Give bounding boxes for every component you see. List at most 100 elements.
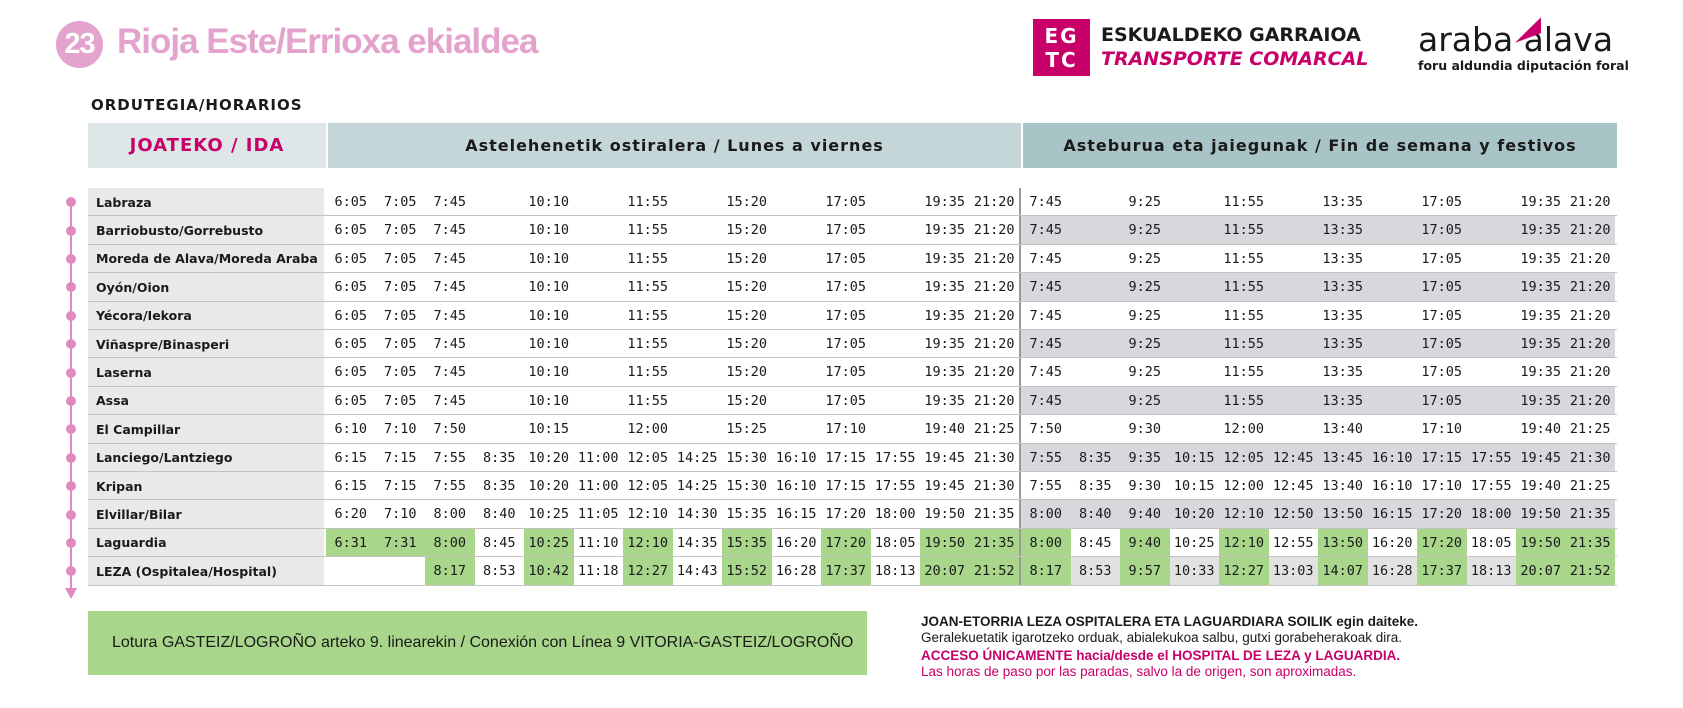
time-cell: 7:10 <box>383 506 417 523</box>
time-cell: 21:20 <box>1569 336 1611 352</box>
time-cell: 11:55 <box>627 250 669 267</box>
time-cell: 11:55 <box>1223 392 1265 409</box>
time-cell: 7:45 <box>1029 279 1062 296</box>
time-cell: 21:20 <box>973 279 1015 296</box>
row-divider <box>88 215 1617 217</box>
time-cell: 19:35 <box>924 250 966 267</box>
time-cell: 10:10 <box>528 222 570 239</box>
time-cell: 13:40 <box>1322 421 1364 438</box>
weekday-times: 6:05 7:05 7:45 10:10 11:55 15:20 17:05 19:35 21:… <box>326 358 1019 387</box>
direction-header: JOATEKO / IDA <box>88 123 326 168</box>
time-cell: 10:10 <box>528 194 570 210</box>
time-cell <box>1071 302 1121 330</box>
row-divider <box>88 385 1617 387</box>
time-cell: 11:55 <box>1223 279 1265 296</box>
time-cell: 6:05 <box>334 222 367 239</box>
time-cell <box>1467 415 1517 443</box>
time-cell: 20:07 <box>920 557 970 586</box>
time-cell: 17:05 <box>825 336 867 352</box>
time-cell: 17:05 <box>1421 194 1463 210</box>
stop-name: Assa <box>88 386 326 415</box>
timetable-row: El Campillar 6:10 7:10 7:50 10:15 12:00 15:25 1… <box>88 415 1617 444</box>
time-cell: 11:55 <box>627 279 669 296</box>
time-cell: 10:25 <box>1169 528 1219 557</box>
time-cell: 19:35 <box>1520 194 1562 210</box>
stop-dot-icon <box>66 481 76 492</box>
row-divider <box>88 357 1617 359</box>
time-cell: 17:05 <box>825 194 867 210</box>
weekday-times: 6:15 7:15 7:55 8:35 10:20 11:00 12:05 14:25 15:3… <box>326 472 1019 500</box>
time-cell: 13:35 <box>1322 392 1364 409</box>
time-cell: 13:45 <box>1322 449 1364 466</box>
time-cell: 12:05 <box>627 449 669 466</box>
time-cell <box>574 358 624 386</box>
time-cell: 13:35 <box>1322 194 1364 210</box>
time-cell <box>1467 273 1517 301</box>
time-cell: 19:35 <box>924 392 966 409</box>
time-cell <box>1467 188 1517 216</box>
time-cell: 7:50 <box>433 421 466 438</box>
time-cell: 7:05 <box>383 250 417 267</box>
time-cell: 12:05 <box>1223 449 1265 466</box>
row-divider <box>88 272 1617 274</box>
time-cell: 21:20 <box>973 392 1015 409</box>
row-divider <box>88 300 1617 302</box>
timetable-row: Barriobusto/Gorrebusto 6:05 7:05 7:45 10:10 1… <box>88 216 1617 245</box>
time-cell: 21:20 <box>1569 250 1611 267</box>
time-cell: 7:45 <box>433 194 466 210</box>
timetable-row: Lanciego/Lantziego 6:15 7:15 7:55 8:35 10:20 1… <box>88 443 1617 472</box>
time-cell: 21:35 <box>973 506 1015 523</box>
time-cell: 21:20 <box>1569 222 1611 239</box>
time-cell: 7:45 <box>433 279 466 296</box>
time-cell: 11:55 <box>1223 336 1265 352</box>
stop-dot-icon <box>66 282 76 293</box>
time-cell: 19:35 <box>1520 307 1562 324</box>
time-cell: 7:45 <box>433 222 466 239</box>
time-cell <box>1071 415 1121 443</box>
time-cell: 6:15 <box>334 478 367 494</box>
time-cell: 13:35 <box>1322 364 1364 381</box>
time-cell: 12:45 <box>1272 449 1314 466</box>
time-cell: 7:50 <box>1029 421 1062 438</box>
time-cell: 7:05 <box>383 222 417 239</box>
timetable-row: Oyón/Oion 6:05 7:05 7:45 10:10 11:55 15:20 17:0… <box>88 273 1617 302</box>
stop-name: Labraza <box>88 188 326 216</box>
time-cell <box>574 273 624 301</box>
time-cell <box>1170 330 1220 358</box>
time-cell: 11:55 <box>1223 364 1265 381</box>
time-cell: 18:00 <box>874 506 916 523</box>
time-cell: 8:40 <box>1078 506 1112 523</box>
time-cell <box>1269 330 1319 358</box>
time-cell: 12:45 <box>1272 478 1314 494</box>
time-cell: 21:20 <box>1569 279 1611 296</box>
time-cell: 21:20 <box>1569 364 1611 381</box>
stop-name: Kripan <box>88 472 326 500</box>
time-cell <box>772 188 822 216</box>
time-cell: 10:10 <box>528 336 570 352</box>
time-cell: 7:05 <box>383 279 417 296</box>
time-cell: 9:30 <box>1128 421 1161 438</box>
time-cell: 9:57 <box>1120 557 1170 586</box>
stop-dot-icon <box>66 509 76 520</box>
time-cell: 9:30 <box>1128 478 1161 494</box>
weekday-times: 6:05 7:05 7:45 10:10 11:55 15:20 17:05 19:35 21:… <box>326 386 1019 415</box>
weekend-times: 7:45 9:25 11:55 13:35 17:05 19:35 21:20 <box>1019 188 1615 216</box>
time-cell: 19:50 <box>1520 506 1562 523</box>
time-cell: 11:55 <box>627 364 669 381</box>
weekend-times: 7:45 9:25 11:55 13:35 17:05 19:35 21:20 <box>1019 216 1615 245</box>
egtc-title-es: TRANSPORTE COMARCAL <box>1101 48 1369 70</box>
time-cell <box>1467 358 1517 386</box>
time-cell: 6:05 <box>334 250 367 267</box>
row-divider <box>88 414 1617 416</box>
time-cell: 17:05 <box>825 279 867 296</box>
time-cell: 21:20 <box>973 336 1015 352</box>
stop-name: Laserna <box>88 358 326 387</box>
time-cell: 17:05 <box>825 307 867 324</box>
time-cell <box>1368 358 1418 386</box>
row-divider <box>88 584 1617 586</box>
time-cell: 6:05 <box>334 336 367 352</box>
section-label: ORDUTEGIA/HORARIOS <box>91 96 303 114</box>
time-cell: 19:50 <box>1516 528 1566 557</box>
time-cell: 15:35 <box>726 506 768 523</box>
time-cell: 6:31 <box>326 528 376 557</box>
